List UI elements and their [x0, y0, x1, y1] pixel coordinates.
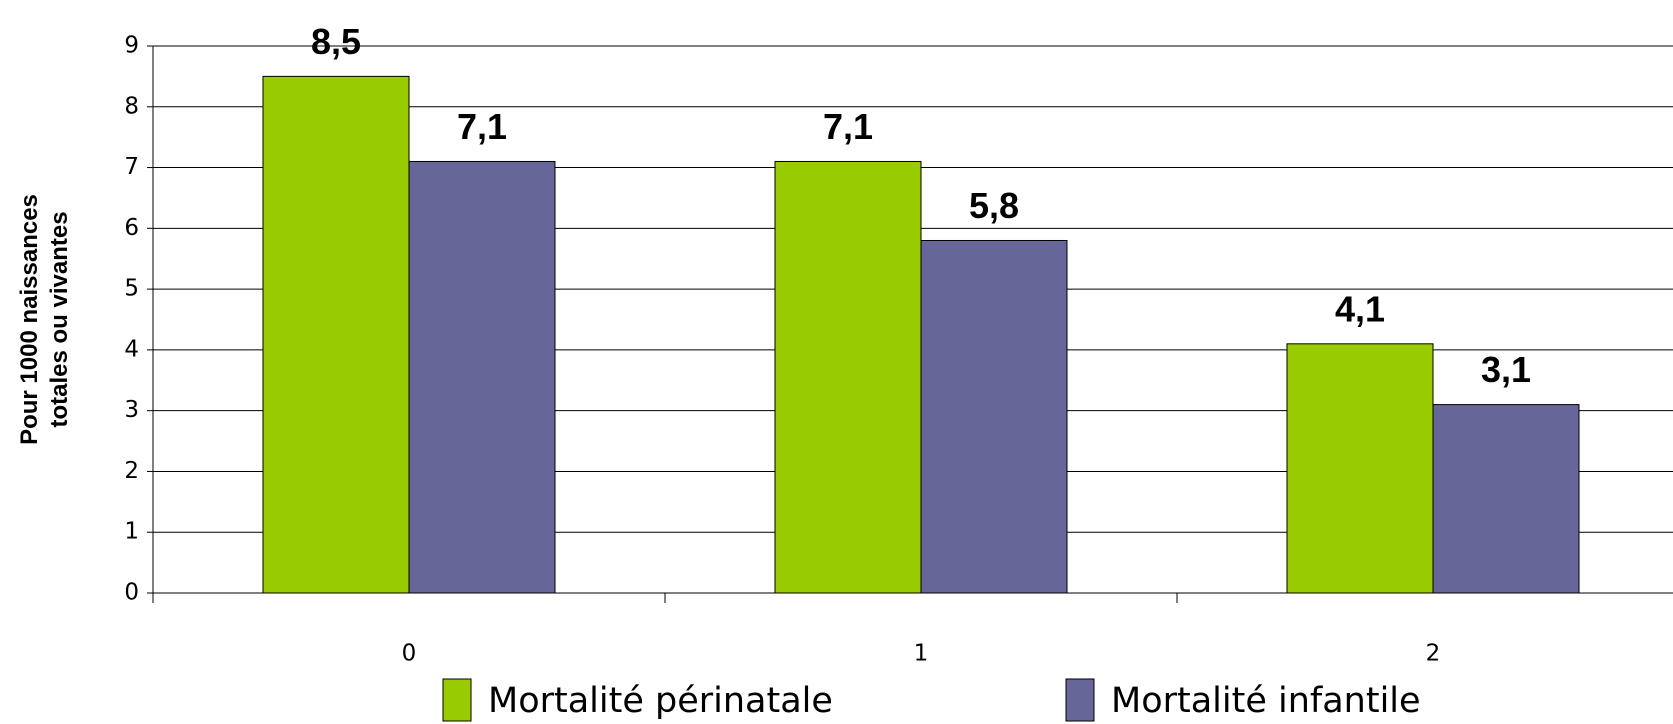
bar [1286, 343, 1434, 594]
y-axis-title-line: totales ou vivantes [46, 211, 73, 427]
y-tick-label: 4 [124, 336, 139, 362]
value-label: 7,1 [823, 106, 873, 147]
y-tick-label: 2 [124, 458, 139, 484]
bar [920, 239, 1068, 594]
y-tick-label: 5 [124, 276, 139, 302]
x-tick-label: 0 [402, 641, 417, 667]
value-label: 8,5 [311, 21, 361, 62]
y-axis-title: Pour 1000 naissances totales ou vivantes [16, 194, 73, 445]
legend-swatch [442, 678, 472, 722]
x-tick-label: 2 [1426, 641, 1441, 667]
bar [1432, 404, 1580, 594]
legend-label: Mortalité périnatale [488, 681, 833, 721]
bar [408, 160, 556, 594]
x-tick-label: 1 [914, 641, 929, 667]
value-label: 5,8 [969, 185, 1019, 226]
value-label: 4,1 [1335, 288, 1385, 329]
y-tick-label: 9 [124, 33, 139, 59]
y-tick-label: 1 [124, 519, 139, 545]
legend-swatch [1065, 678, 1095, 722]
value-label: 3,1 [1481, 349, 1531, 390]
y-tick-label: 0 [124, 580, 139, 606]
value-label: 7,1 [457, 106, 507, 147]
y-tick-label: 8 [124, 93, 139, 119]
y-tick-label: 3 [124, 397, 139, 423]
bar [774, 160, 922, 594]
y-axis-title-line: Pour 1000 naissances [16, 194, 43, 445]
legend-label: Mortalité infantile [1111, 681, 1421, 721]
y-tick-label: 7 [124, 154, 139, 180]
y-tick-label: 6 [124, 215, 139, 241]
bar [262, 75, 410, 594]
